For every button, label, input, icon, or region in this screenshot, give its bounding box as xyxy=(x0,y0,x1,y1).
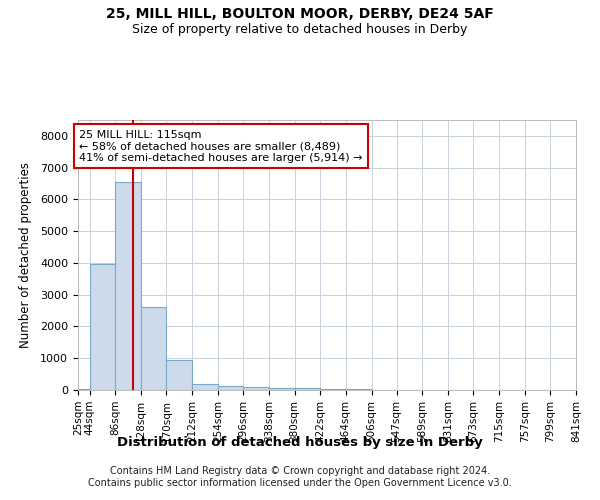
Bar xyxy=(320,389,346,390)
Text: 25 MILL HILL: 115sqm
← 58% of detached houses are smaller (8,489)
41% of semi-de: 25 MILL HILL: 115sqm ← 58% of detached h… xyxy=(79,130,363,162)
Bar xyxy=(192,384,218,390)
Bar xyxy=(115,182,141,390)
Bar xyxy=(218,386,244,390)
Text: Size of property relative to detached houses in Derby: Size of property relative to detached ho… xyxy=(133,22,467,36)
Bar xyxy=(166,360,192,390)
Bar xyxy=(141,308,166,390)
Bar xyxy=(78,389,89,390)
Bar xyxy=(244,387,269,390)
Text: Contains HM Land Registry data © Crown copyright and database right 2024.
Contai: Contains HM Land Registry data © Crown c… xyxy=(88,466,512,487)
Bar xyxy=(295,388,320,390)
Text: 25, MILL HILL, BOULTON MOOR, DERBY, DE24 5AF: 25, MILL HILL, BOULTON MOOR, DERBY, DE24… xyxy=(106,8,494,22)
Y-axis label: Number of detached properties: Number of detached properties xyxy=(19,162,32,348)
Text: Distribution of detached houses by size in Derby: Distribution of detached houses by size … xyxy=(117,436,483,449)
Bar xyxy=(269,388,295,390)
Bar xyxy=(89,264,115,390)
